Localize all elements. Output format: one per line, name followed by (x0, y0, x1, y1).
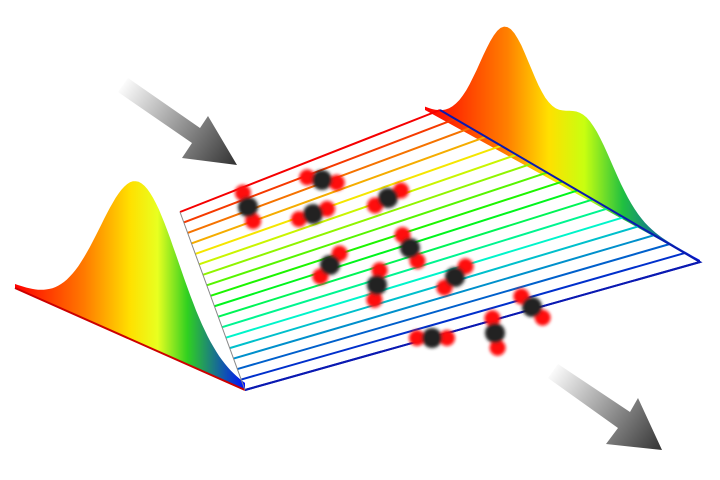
oxygen-atom (328, 174, 345, 191)
sheet-line (210, 180, 563, 297)
sheet-edge (244, 109, 703, 391)
sheet (179, 109, 703, 391)
oxygen-atom (366, 291, 383, 308)
carbon-atom (312, 170, 332, 190)
sheet-line (198, 153, 517, 266)
oxygen-atom (439, 330, 455, 346)
co2-molecule (312, 245, 348, 285)
sheet-line (179, 109, 441, 213)
oxygen-atom (489, 339, 506, 356)
carbon-atom (485, 323, 505, 343)
co2-molecule (436, 258, 474, 296)
carbon-atom (303, 204, 323, 224)
oxygen-atom (245, 213, 262, 230)
sheet-line (229, 225, 640, 350)
oxygen-atom (409, 330, 425, 346)
sheet-line (237, 243, 670, 371)
co2-molecule (394, 227, 426, 269)
sheet-line (214, 189, 578, 308)
co2-molecule (367, 182, 409, 214)
co2-molecule (299, 169, 345, 191)
co2-molecule (409, 328, 455, 348)
carbon-atom (320, 255, 340, 275)
carbon-atom (238, 197, 258, 217)
co2-molecule (513, 288, 551, 326)
carbon-atom (378, 188, 398, 208)
sheet-line (194, 144, 502, 255)
sheet-edge (179, 211, 246, 391)
co2-molecule (366, 262, 388, 308)
base-edge (14, 287, 246, 391)
sheet-line (217, 198, 594, 318)
arrow-out (548, 364, 662, 450)
sheet-line (206, 171, 548, 287)
oxygen-atom (319, 200, 336, 217)
oxygen-atom (484, 310, 501, 327)
carbon-atom (522, 297, 542, 317)
sheet-line (202, 162, 533, 276)
carbon-atom (367, 275, 387, 295)
oxygen-atom (299, 169, 316, 186)
arrow-in (118, 78, 237, 165)
carbon-atom (422, 328, 442, 348)
co2-molecule (234, 184, 262, 230)
oxygen-atom (371, 262, 388, 279)
carbon-atom (400, 238, 420, 258)
sheet-line (225, 216, 624, 339)
carbon-atom (445, 267, 465, 287)
curtain (425, 26, 700, 262)
oxygen-atom (290, 211, 307, 228)
distributions (14, 26, 700, 391)
co2-molecule (484, 310, 506, 356)
molecules (234, 169, 551, 356)
co2-molecule (290, 200, 336, 228)
oxygen-atom (234, 184, 251, 201)
sheet-line (240, 252, 685, 381)
curtain (15, 181, 245, 390)
sheet-line (233, 234, 655, 360)
